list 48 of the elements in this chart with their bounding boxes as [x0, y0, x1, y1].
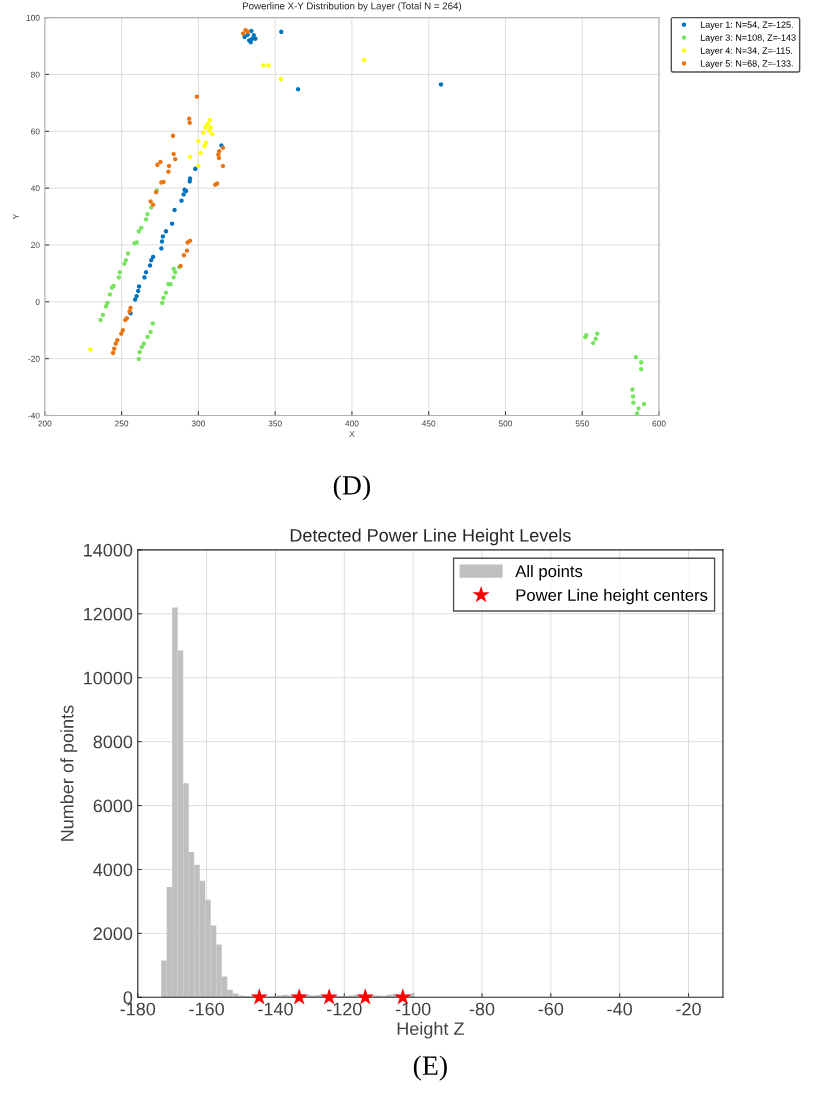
y-tick-label: 40: [30, 185, 40, 192]
chart-title: Powerline X-Y Distribution by Layer (Total N = 264): [242, 2, 462, 12]
x-tick-label: -60: [538, 1002, 564, 1016]
y-tick-label: 2000: [93, 927, 133, 941]
x-tick-label: 300: [191, 420, 205, 427]
chart-title: Detected Power Line Height Levels: [290, 528, 571, 546]
y-tick-label: 10000: [84, 671, 133, 685]
x-tick-label: 400: [345, 420, 359, 427]
y-tick-label: 6000: [93, 799, 133, 813]
legend-label: Layer 4: N=34, Z=-115.: [700, 47, 793, 56]
x-tick-label: -120: [327, 1002, 362, 1016]
x-tick-label: -80: [469, 1002, 495, 1016]
legend-label: All points: [515, 564, 583, 581]
x-tick-label: -40: [607, 1002, 633, 1016]
y-tick-label: 0: [35, 298, 40, 305]
legend-label: Power Line height centers: [516, 588, 708, 605]
x-tick-label: -20: [676, 1002, 701, 1016]
legend-label: Layer 5: N=68, Z=-133.: [700, 60, 793, 69]
y-axis-title: Number of points: [60, 705, 78, 841]
text: (E): [413, 1055, 447, 1081]
y-tick-label: 20: [31, 242, 40, 249]
legend-label: Layer 3: N=108, Z=-143: [700, 34, 796, 43]
y-tick-label: 80: [31, 71, 40, 78]
y-tick-label: 0: [123, 991, 133, 1005]
y-tick-label: 100: [26, 14, 40, 21]
y-tick-label: 14000: [84, 543, 133, 557]
x-axis-title: Height Z: [397, 1021, 464, 1039]
x-tick-label: -160: [189, 1002, 224, 1016]
x-tick-label: 550: [575, 420, 589, 427]
x-tick-label: 500: [498, 420, 513, 427]
y-tick-label: 8000: [93, 735, 133, 749]
legend-label: Layer 1: N=54, Z=-125.: [700, 21, 793, 30]
x-tick-label: 350: [268, 420, 282, 427]
x-tick-label: -180: [120, 1002, 156, 1016]
y-axis-title: Y: [13, 213, 19, 220]
text: (D): [333, 475, 370, 501]
x-tick-label: 600: [652, 420, 666, 427]
x-axis-title: X: [349, 431, 355, 437]
y-tick-label: 12000: [84, 607, 133, 621]
x-tick-label: 250: [115, 420, 129, 427]
y-tick-label: -40: [28, 412, 40, 419]
y-tick-label: -20: [28, 355, 40, 362]
y-tick-label: 60: [31, 128, 40, 135]
x-tick-label: -140: [258, 1002, 293, 1016]
x-tick-label: 200: [38, 420, 52, 427]
y-tick-label: 4000: [93, 863, 133, 877]
x-tick-label: 450: [421, 420, 436, 427]
x-tick-label: -100: [395, 1002, 431, 1016]
